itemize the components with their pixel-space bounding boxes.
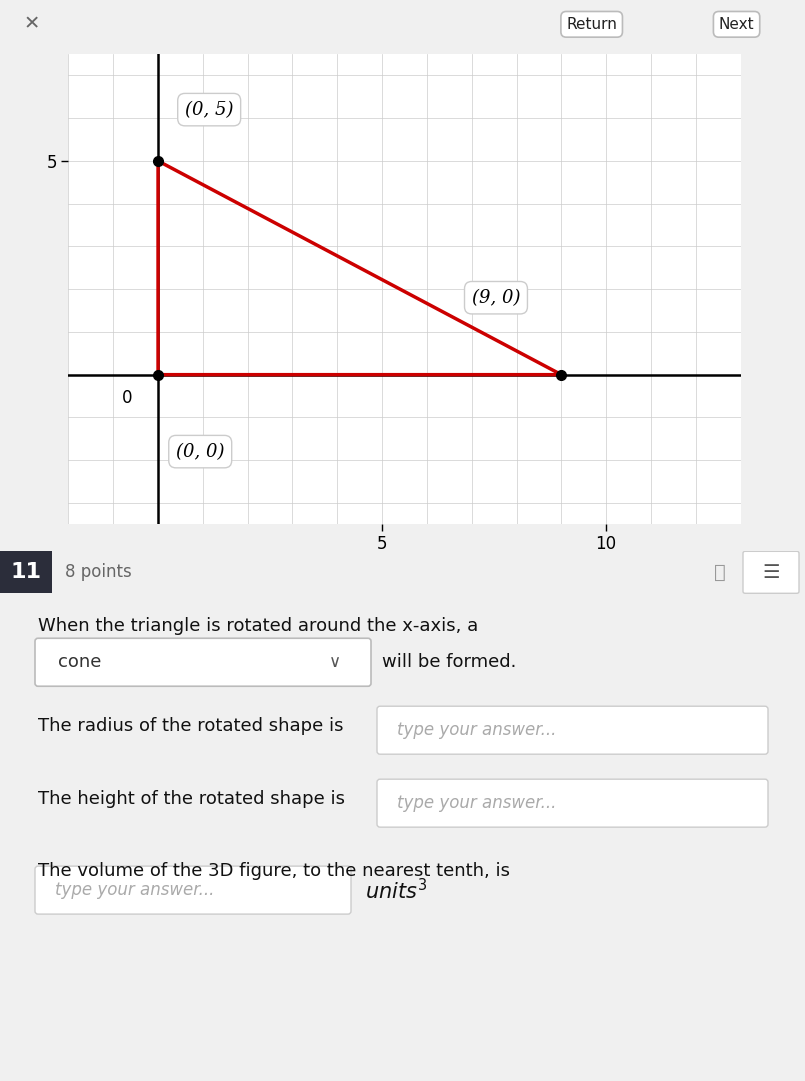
- FancyBboxPatch shape: [35, 638, 371, 686]
- Text: When the triangle is rotated around the x-axis, a: When the triangle is rotated around the …: [38, 617, 478, 636]
- Text: The radius of the rotated shape is: The radius of the rotated shape is: [38, 717, 344, 735]
- Text: type your answer...: type your answer...: [397, 795, 556, 812]
- Text: ☰: ☰: [762, 563, 780, 582]
- Text: ✕: ✕: [24, 15, 40, 34]
- Text: 8 points: 8 points: [65, 563, 132, 582]
- FancyBboxPatch shape: [35, 866, 351, 915]
- Text: will be formed.: will be formed.: [382, 653, 516, 671]
- Text: (9, 0): (9, 0): [472, 289, 520, 307]
- Text: ∨: ∨: [329, 653, 341, 671]
- Text: Next: Next: [719, 17, 754, 31]
- Bar: [0, 551, 52, 593]
- FancyBboxPatch shape: [377, 706, 768, 755]
- Text: type your answer...: type your answer...: [55, 881, 214, 899]
- Text: cone: cone: [58, 653, 101, 671]
- Text: 11: 11: [10, 562, 42, 583]
- Text: $\mathit{units}^3$: $\mathit{units}^3$: [365, 878, 427, 903]
- Text: 🖈: 🖈: [714, 563, 726, 582]
- FancyBboxPatch shape: [377, 779, 768, 827]
- Text: (0, 0): (0, 0): [176, 442, 225, 461]
- Text: The volume of the 3D figure, to the nearest tenth, is: The volume of the 3D figure, to the near…: [38, 863, 510, 880]
- Text: Return: Return: [566, 17, 617, 31]
- Text: (0, 5): (0, 5): [185, 101, 233, 119]
- Text: The height of the rotated shape is: The height of the rotated shape is: [38, 790, 345, 809]
- FancyBboxPatch shape: [743, 551, 799, 593]
- Text: 0: 0: [122, 389, 132, 408]
- Text: type your answer...: type your answer...: [397, 721, 556, 739]
